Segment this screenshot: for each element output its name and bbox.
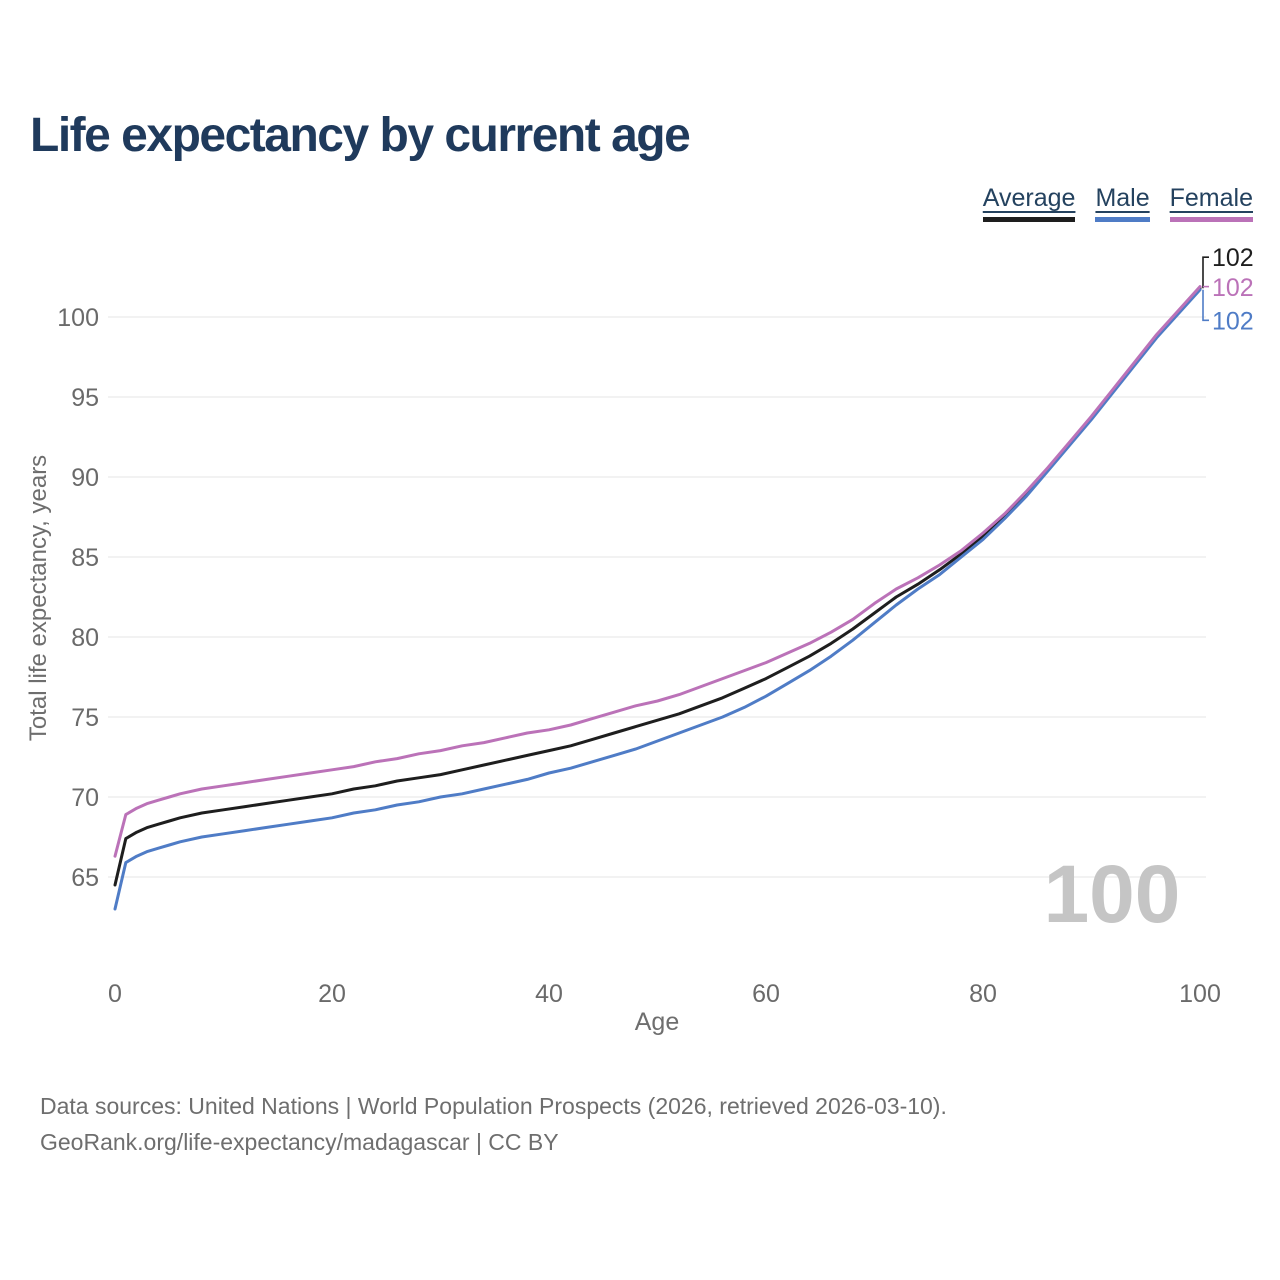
x-axis-title: Age xyxy=(635,1008,679,1036)
end-label-male: 102 xyxy=(1212,307,1254,335)
x-tick-label-80: 80 xyxy=(969,980,997,1008)
legend-label: Female xyxy=(1169,184,1253,212)
x-tick-label-20: 20 xyxy=(318,980,346,1008)
y-tick-label-70: 70 xyxy=(71,784,99,812)
series-line-female[interactable] xyxy=(113,285,1202,858)
series-line-male[interactable] xyxy=(113,288,1202,911)
legend-item-male[interactable]: Male xyxy=(1095,184,1150,222)
legend-label: Average xyxy=(982,184,1076,212)
series-line-average[interactable] xyxy=(113,286,1202,887)
watermark-label: 100 xyxy=(1044,849,1181,940)
x-tick-label-100: 100 xyxy=(1179,980,1221,1008)
y-tick-label-95: 95 xyxy=(71,384,99,412)
x-tick-label-40: 40 xyxy=(535,980,563,1008)
y-tick-label-80: 80 xyxy=(71,624,99,652)
legend-swatch xyxy=(982,217,1076,222)
y-axis-title: Total life expectancy, years xyxy=(25,455,52,741)
x-tick-label-60: 60 xyxy=(752,980,780,1008)
x-tick-label-0: 0 xyxy=(108,980,122,1008)
end-label-connector-male xyxy=(1202,289,1209,322)
end-label-female: 102 xyxy=(1212,274,1254,302)
gridlines-group xyxy=(108,316,1206,878)
legend-item-female[interactable]: Female xyxy=(1169,184,1253,222)
y-tick-label-100: 100 xyxy=(57,304,99,332)
data-source-note: Data sources: United Nations | World Pop… xyxy=(40,1088,947,1160)
legend-swatch xyxy=(1095,217,1150,222)
axis-ticks-group: 65 70 75 80 85 90 95 100 0 20 40 60 80 100 xyxy=(57,304,1221,1008)
page-title: Life expectancy by current age xyxy=(30,109,691,162)
y-tick-label-65: 65 xyxy=(71,864,99,892)
data-source-line-1: Data sources: United Nations | World Pop… xyxy=(40,1093,947,1119)
legend-item-average[interactable]: Average xyxy=(982,184,1076,222)
y-tick-label-85: 85 xyxy=(71,544,99,572)
legend-swatch xyxy=(1169,217,1253,222)
end-label-connector-average xyxy=(1202,256,1209,289)
y-tick-label-75: 75 xyxy=(71,704,99,732)
legend-label: Male xyxy=(1095,184,1150,212)
series-group xyxy=(113,285,1202,911)
legend: Average Male Female xyxy=(982,184,1253,222)
end-label-average: 102 xyxy=(1212,244,1254,272)
data-source-line-2: GeoRank.org/life-expectancy/madagascar |… xyxy=(40,1129,559,1155)
y-tick-label-90: 90 xyxy=(71,464,99,492)
